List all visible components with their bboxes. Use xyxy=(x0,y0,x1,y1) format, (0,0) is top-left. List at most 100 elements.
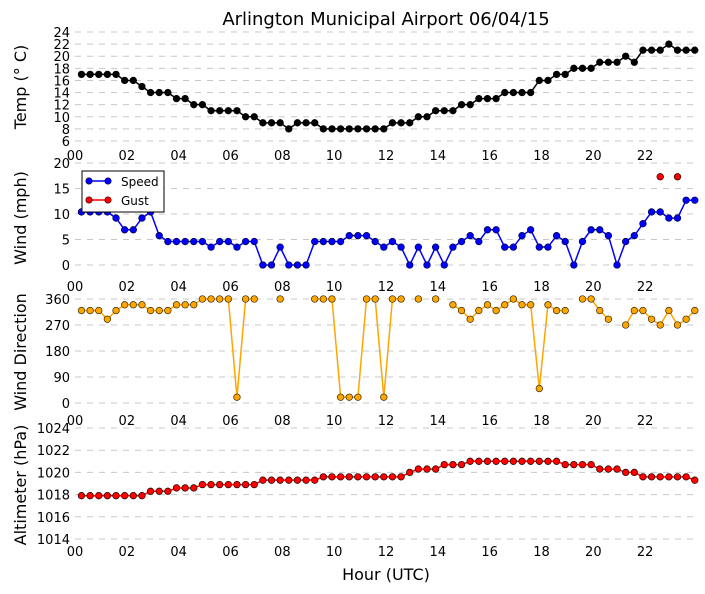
temp-xtick-label: 12 xyxy=(378,149,395,164)
speed-point xyxy=(267,261,276,269)
direction-point xyxy=(146,306,155,315)
temp-point xyxy=(285,125,293,133)
altimeter-point xyxy=(362,473,371,481)
direction-point xyxy=(388,295,397,303)
direction-point xyxy=(587,295,595,303)
temp-point xyxy=(267,119,276,127)
direction-point xyxy=(561,306,569,315)
altimeter-point xyxy=(527,457,535,465)
legend-speed-label: Speed xyxy=(121,175,159,189)
direction-line xyxy=(314,298,402,398)
speed-point xyxy=(665,214,673,222)
temp-point xyxy=(535,76,543,85)
altimeter-line xyxy=(81,460,696,497)
altimeter-ytick-label: 1018 xyxy=(37,489,70,504)
direction-xtick-label: 18 xyxy=(533,414,550,429)
altimeter-point xyxy=(285,476,293,484)
direction-point xyxy=(509,295,518,303)
speed-point xyxy=(216,237,224,246)
wind-ytick-label: 0 xyxy=(62,259,70,274)
temp-xtick-label: 18 xyxy=(533,149,550,164)
temp-point xyxy=(665,40,673,48)
speed-point xyxy=(250,237,258,246)
speed-point xyxy=(570,261,578,269)
altimeter-point xyxy=(622,468,630,477)
altimeter-point xyxy=(561,460,569,469)
temp-point xyxy=(457,101,466,109)
temp-ytick-label: 24 xyxy=(53,26,70,41)
speed-point xyxy=(354,232,362,240)
temp-point xyxy=(354,125,362,133)
direction-point xyxy=(172,301,181,309)
direction-point xyxy=(544,301,552,309)
temp-xtick-label: 14 xyxy=(430,149,447,164)
temp-point xyxy=(302,119,310,127)
speed-point xyxy=(578,237,587,246)
altimeter-xtick-label: 00 xyxy=(67,545,84,560)
temp-ytick-label: 16 xyxy=(53,74,70,89)
altimeter-point xyxy=(77,492,86,500)
altimeter-point xyxy=(570,460,578,469)
altimeter-point xyxy=(440,460,448,469)
direction-ytick-label: 360 xyxy=(45,293,70,308)
altimeter-point xyxy=(466,457,474,465)
altimeter-point xyxy=(371,473,379,481)
altimeter-point xyxy=(276,476,284,484)
direction-ylabel: Wind Direction xyxy=(11,293,30,411)
direction-point xyxy=(457,306,466,315)
altimeter-point xyxy=(164,487,172,495)
speed-point xyxy=(207,243,215,251)
direction-point xyxy=(518,301,526,309)
speed-point xyxy=(630,232,638,240)
altimeter-point xyxy=(613,465,621,473)
direction-point xyxy=(691,306,699,315)
temp-point xyxy=(388,119,397,127)
altimeter-point xyxy=(311,476,319,484)
altimeter-point xyxy=(492,457,500,465)
legend-gust-label: Gust xyxy=(121,194,149,208)
direction-point xyxy=(319,295,327,303)
direction-point xyxy=(578,295,587,303)
direction-point xyxy=(604,315,613,323)
altimeter-point xyxy=(431,465,440,473)
direction-point xyxy=(233,393,241,401)
temp-line xyxy=(81,43,695,130)
temp-point xyxy=(86,70,94,79)
altimeter-point xyxy=(181,484,189,492)
altimeter-point xyxy=(604,465,613,473)
wind-xtick-label: 18 xyxy=(533,280,550,295)
direction-point xyxy=(622,321,630,329)
direction-point xyxy=(345,393,353,401)
speed-point xyxy=(172,237,181,246)
temp-xtick-label: 04 xyxy=(170,149,187,164)
chart-title: Arlington Municipal Airport 06/04/15 xyxy=(222,9,549,30)
direction-point xyxy=(164,306,172,315)
direction-point xyxy=(483,301,492,309)
temp-point xyxy=(570,64,578,72)
temp-point xyxy=(639,46,647,54)
temp-ytick-label: 10 xyxy=(53,111,70,126)
temp-point xyxy=(673,46,682,54)
altimeter-point xyxy=(449,460,457,469)
altimeter-point xyxy=(388,473,397,481)
speed-point xyxy=(613,261,621,269)
direction-point xyxy=(95,306,103,315)
direction-point xyxy=(328,295,336,303)
temp-point xyxy=(449,107,457,115)
direction-point xyxy=(311,295,319,303)
altimeter-xtick-label: 04 xyxy=(170,545,187,560)
temp-point xyxy=(440,107,448,115)
direction-point xyxy=(665,306,673,315)
speed-point xyxy=(552,232,561,240)
direction-xtick-label: 14 xyxy=(430,414,447,429)
speed-point xyxy=(181,237,189,246)
altimeter-point xyxy=(121,492,129,500)
temp-ytick-label: 22 xyxy=(53,38,70,53)
speed-point xyxy=(129,226,137,234)
altimeter-xtick-label: 12 xyxy=(378,545,395,560)
speed-point xyxy=(121,226,129,234)
direction-point xyxy=(380,393,388,401)
